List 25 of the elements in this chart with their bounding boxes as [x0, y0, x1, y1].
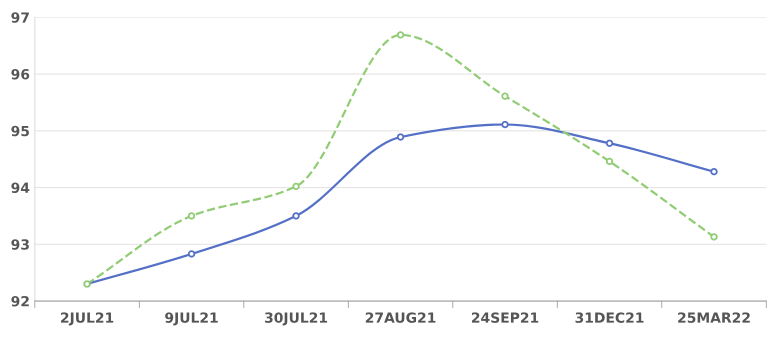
point [188, 212, 196, 220]
x-tick-label: 31DEC21 [576, 312, 644, 323]
point [292, 182, 300, 190]
point [188, 250, 196, 258]
y-tick-label: 92 [11, 296, 29, 306]
x-tick-label: 27AUG21 [366, 312, 436, 323]
point [396, 31, 404, 39]
point [501, 92, 509, 100]
x-tick-label: 9JUL21 [165, 312, 218, 326]
x-tick-label: 30JUL21 [265, 312, 328, 326]
y-tick-label: 95 [11, 126, 29, 136]
point [396, 133, 404, 141]
x-tick-label: 25MAR22 [678, 312, 750, 323]
y-tick-label: 96 [11, 69, 30, 80]
point [501, 120, 509, 128]
y-tick-label: 93 [11, 239, 29, 250]
point [606, 158, 614, 166]
y-tick-label: 97 [11, 12, 29, 23]
point [606, 140, 614, 147]
x-tick-label: 24SEP21 [472, 312, 538, 323]
point [710, 233, 718, 241]
x-tick-label: 2JUL21 [61, 312, 114, 326]
point [710, 168, 718, 176]
point [292, 212, 300, 220]
y-tick-label: 94 [11, 182, 30, 194]
